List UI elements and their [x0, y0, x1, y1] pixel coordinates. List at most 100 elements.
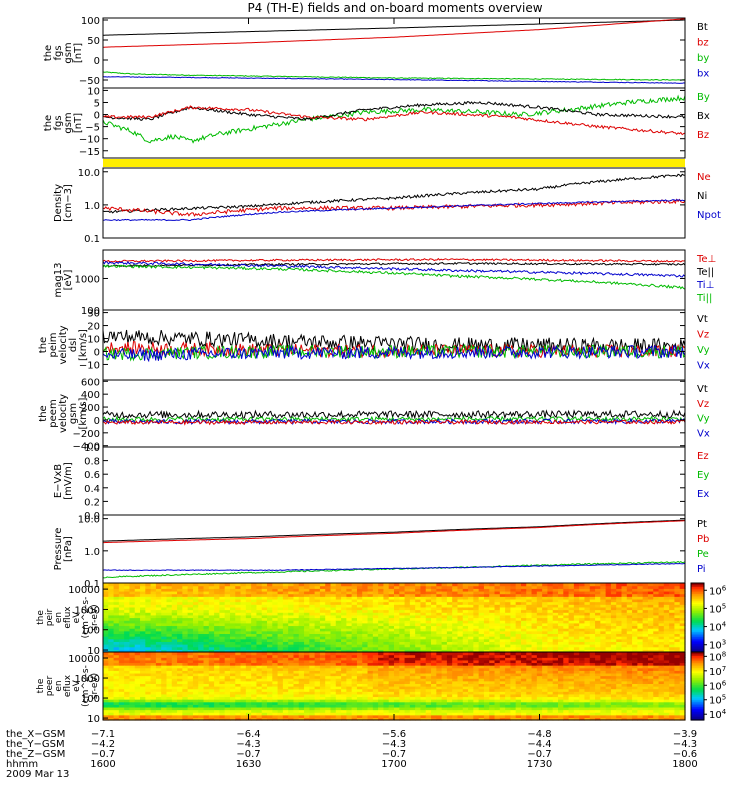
y-tick-label: 10 — [87, 335, 100, 346]
legend-Vx: Vx — [697, 428, 710, 439]
series-line-4-Vx — [103, 344, 685, 363]
y-axis-label: gsm — [63, 112, 74, 133]
spectrogram-2 — [103, 652, 686, 721]
y-tick-label: 600 — [81, 377, 100, 388]
y-tick-label: 1000 — [75, 605, 100, 616]
footer-value: 1600 — [90, 759, 115, 770]
footer-value: −4.3 — [382, 739, 406, 750]
y-axis-label: [eV] — [63, 270, 74, 291]
legend-Vz: Vz — [697, 330, 709, 341]
series-line-0-Bt — [103, 19, 685, 36]
y-axis-label: [nT] — [73, 113, 84, 133]
colorbar-frame — [690, 651, 705, 721]
y-tick-label: 1.0 — [84, 201, 100, 212]
y-tick-label: 0.4 — [84, 484, 100, 495]
footer-label: hhmm — [6, 759, 38, 770]
series-line-2-Npot — [103, 199, 685, 222]
footer-label: the_Z−GSM — [6, 749, 65, 760]
colorbar-tick-label: 105 — [709, 602, 726, 615]
legend-Ni: Ni — [697, 191, 707, 202]
legend-Ez: Ez — [697, 451, 709, 462]
series-line-2-Ne — [103, 198, 685, 217]
y-tick-label: 0.0 — [84, 511, 100, 522]
y-axis-label: fgs — [53, 45, 64, 60]
footer-value: −0.7 — [527, 749, 551, 760]
y-axis-label: E−VxB — [53, 464, 64, 498]
y-axis-label: fgs — [53, 115, 64, 130]
legend-Vy: Vy — [697, 345, 710, 356]
y-axis-label: peer — [45, 675, 55, 696]
y-tick-label: −200 — [73, 429, 100, 440]
y-axis-label: the — [38, 337, 49, 353]
footer-label: the_X−GSM — [6, 729, 65, 740]
y-axis-label: mag13 — [53, 263, 64, 298]
y-tick-label: 0 — [94, 56, 100, 67]
series-line-2-Ni — [103, 173, 685, 214]
legend-Pb: Pb — [697, 534, 709, 545]
footer-value: 1630 — [236, 759, 261, 770]
y-tick-label: 0 — [94, 111, 100, 122]
y-tick-label: 10.0 — [78, 515, 100, 526]
footer-date: 2009 Mar 13 — [6, 769, 69, 780]
legend-Vx: Vx — [697, 361, 710, 372]
y-tick-label: 400 — [81, 390, 100, 401]
series-line-3-Ti — [103, 264, 685, 290]
footer-value: −4.4 — [527, 739, 551, 750]
footer-value: 1700 — [381, 759, 406, 770]
series-line-5-Vz — [103, 418, 685, 426]
colorbar-tick-label: 103 — [709, 639, 726, 652]
panel-frame — [102, 87, 686, 159]
legend-bx: bx — [697, 69, 709, 80]
y-axis-label: Density — [53, 184, 64, 222]
footer-value: −5.6 — [382, 729, 406, 740]
y-tick-label: 10.0 — [78, 168, 100, 179]
y-axis-label: [mV/m] — [63, 462, 74, 500]
footer-value: −0.6 — [673, 749, 697, 760]
y-axis-label: [cm−3] — [63, 184, 74, 222]
y-axis-label: eflux — [63, 606, 73, 629]
y-tick-label: 10 — [87, 646, 100, 657]
y-axis-label: velocity — [58, 325, 69, 364]
legend-Npot: Npot — [697, 210, 721, 221]
footer-value: −6.4 — [236, 729, 260, 740]
legend-By: By — [697, 92, 710, 103]
y-tick-label: 10000 — [68, 654, 100, 665]
colorbar-tick-label: 106 — [709, 584, 727, 597]
legend-Vt: Vt — [697, 314, 708, 325]
y-axis-label: en — [54, 612, 64, 623]
legend-Bz: Bz — [697, 130, 709, 141]
footer-value: −4.3 — [236, 739, 260, 750]
y-tick-label: 50 — [87, 36, 100, 47]
y-tick-label: 5 — [94, 98, 100, 109]
footer-value: −0.7 — [236, 749, 260, 760]
y-tick-label: 10000 — [68, 585, 100, 596]
legend-Ex: Ex — [697, 489, 709, 500]
series-line-1-Bz — [103, 105, 685, 136]
series-line-7-Pe — [103, 560, 685, 579]
y-axis-label: gsm — [68, 403, 79, 424]
footer-value: −4.2 — [91, 739, 115, 750]
y-axis-label: sr-eV) — [90, 673, 100, 699]
y-tick-label: 100 — [81, 16, 100, 27]
y-tick-label: 10 — [87, 714, 100, 725]
panel-frame — [102, 446, 686, 516]
y-tick-label: −10 — [79, 135, 100, 146]
y-axis-label: (cm^2-s- — [81, 665, 91, 707]
panel-frame — [102, 514, 686, 584]
y-axis-label: eflux — [63, 674, 73, 697]
footer-value: −4.8 — [527, 729, 551, 740]
y-axis-label: [nPa] — [63, 536, 74, 562]
footer-value: −3.9 — [673, 729, 697, 740]
legend-Ne: Ne — [697, 172, 711, 183]
colorbar-1 — [691, 583, 704, 653]
footer-label: the_Y−GSM — [6, 739, 65, 750]
footer-value: −7.1 — [91, 729, 115, 740]
colorbar-2 — [691, 652, 704, 721]
series-line-7-Pb — [103, 520, 685, 544]
legend-Vt: Vt — [697, 384, 708, 395]
series-line-3-Ti — [103, 260, 685, 278]
colorbar-tick-label: 106 — [709, 679, 727, 692]
series-line-4-Vt — [103, 329, 685, 355]
legend-Bt: Bt — [697, 22, 708, 33]
